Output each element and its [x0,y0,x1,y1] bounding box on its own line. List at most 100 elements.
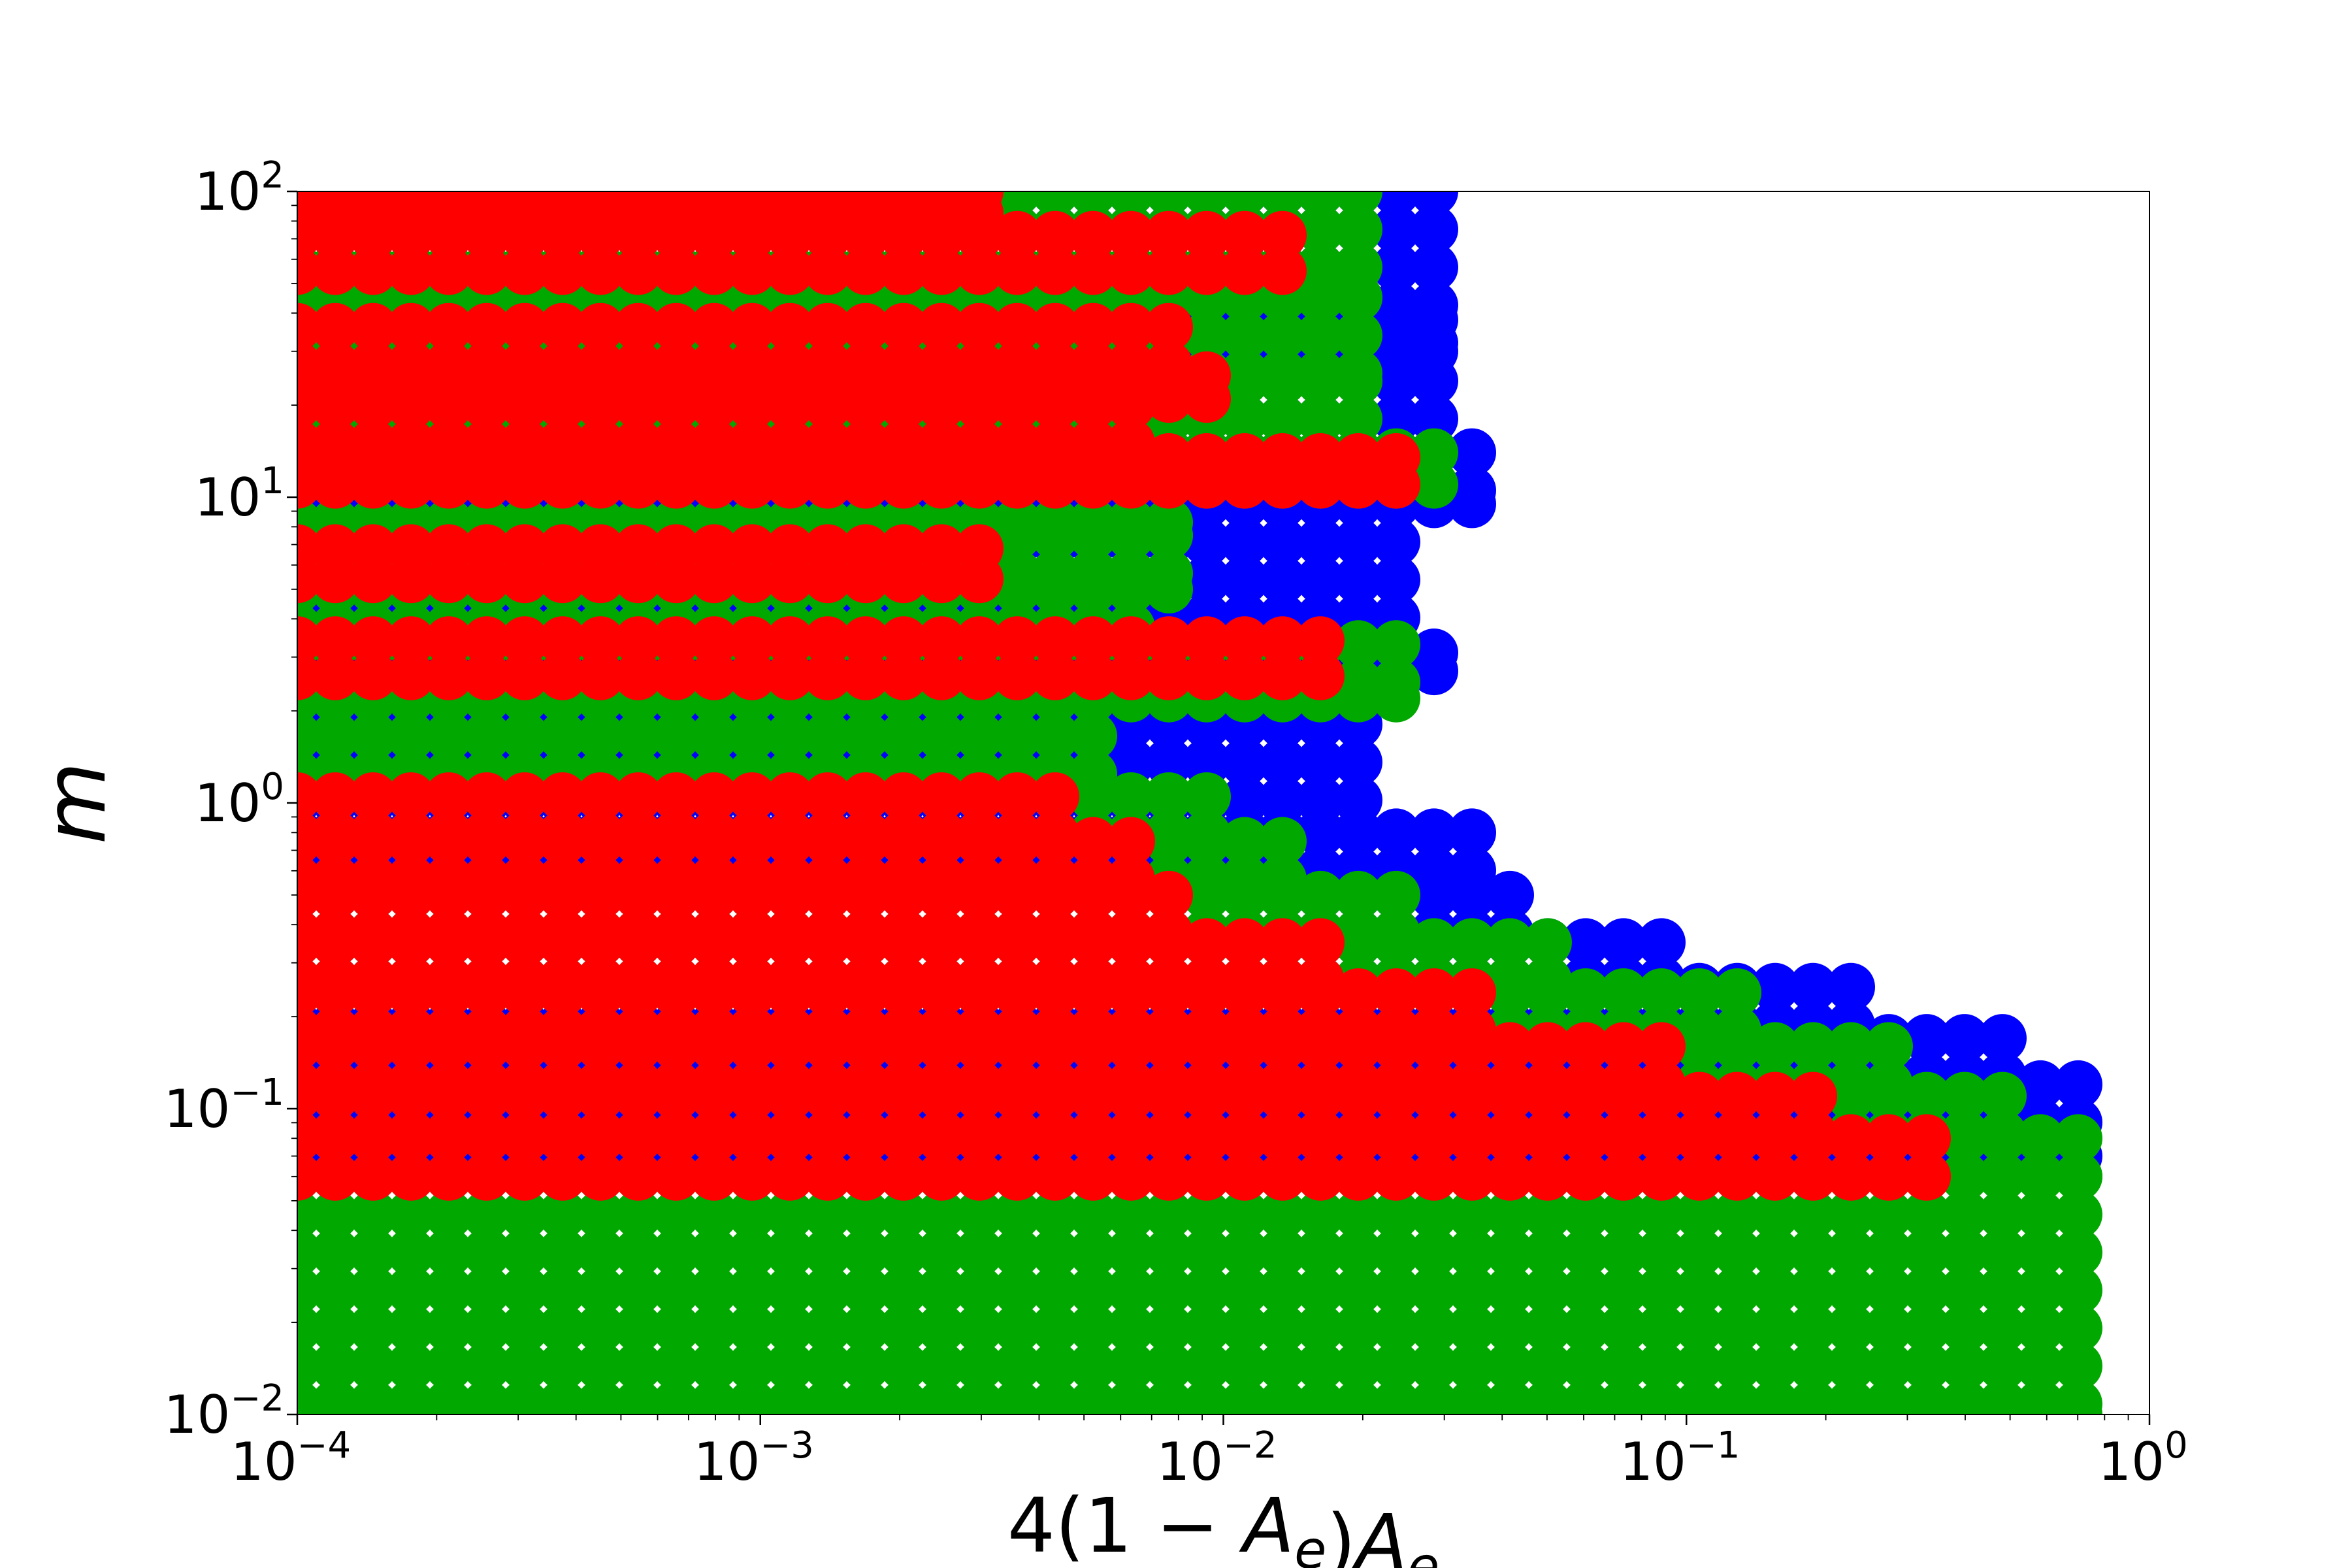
red-point [917,1071,966,1120]
green-point [1637,1190,1686,1239]
red-point [1258,1152,1307,1201]
red-point [766,341,814,390]
green-point [1713,1022,1761,1071]
red-point [804,555,852,604]
green-point [1448,1190,1496,1239]
red-point [841,968,890,1017]
red-point [652,870,700,919]
red-point [500,1152,549,1201]
green-point [1145,1303,1193,1352]
green-point [1372,1341,1420,1390]
red-point [879,1114,928,1163]
green-point [576,1190,625,1239]
red-point [879,772,928,821]
green-point [955,1341,1004,1390]
green-point [500,1266,549,1315]
red-point [1258,651,1307,700]
red-point [311,651,359,700]
red-point [576,651,625,700]
green-point [1183,311,1231,360]
red-point [1069,870,1117,919]
green-point [387,1303,435,1352]
red-point [1334,968,1382,1017]
red-point [1031,302,1079,351]
blue-point [1334,517,1382,566]
red-point [1599,1022,1648,1071]
red-point [614,341,662,390]
red-point [690,419,738,468]
green-point [576,1266,625,1315]
red-point [1107,870,1155,919]
red-point [463,419,511,468]
red-point [311,616,359,665]
green-point [993,1303,1041,1352]
red-point [1751,1071,1799,1120]
red-point [917,419,966,468]
green-point [1599,1190,1648,1239]
red-point [387,817,435,866]
red-point [841,460,890,509]
blue-point [1410,647,1458,696]
red-point [614,302,662,351]
green-point [1827,1228,1875,1277]
red-point [1258,210,1307,259]
red-point [766,1022,814,1071]
red-point [500,419,549,468]
green-point [1183,772,1231,821]
green-point [993,1341,1041,1390]
green-point [1107,1266,1155,1315]
red-point [576,246,625,295]
green-point [917,1228,966,1277]
green-point [1410,1190,1458,1239]
red-point [500,302,549,351]
red-point [349,1152,397,1201]
red-point [1599,1114,1648,1163]
green-point [917,1190,966,1239]
red-point [1069,210,1117,259]
red-point [1258,968,1307,1017]
blue-point [1599,918,1648,967]
green-point [804,1266,852,1315]
green-point [1524,1266,1572,1315]
red-point [1751,1152,1799,1201]
red-point [993,918,1041,967]
red-point [955,555,1004,604]
red-point [1637,1114,1686,1163]
red-point [1789,1114,1837,1163]
blue-point [1903,1014,1951,1063]
green-point [311,1190,359,1239]
green-point [311,1341,359,1390]
red-point [1031,772,1079,821]
red-point [879,1071,928,1120]
red-point [1637,1152,1686,1201]
red-point [614,1152,662,1201]
red-point [917,460,966,509]
red-point [311,1022,359,1071]
green-point [1713,968,1761,1017]
red-point [879,651,928,700]
green-point [1258,1228,1307,1277]
green-point [1637,1228,1686,1277]
red-point [879,968,928,1017]
red-point [652,817,700,866]
green-point [1296,357,1345,406]
green-point [804,1390,852,1414]
red-point [387,374,435,423]
red-point [463,246,511,295]
green-point [463,1303,511,1352]
red-point [1031,374,1079,423]
blue-point [1372,517,1420,566]
red-point [1334,1114,1382,1163]
red-point [1296,616,1345,665]
red-point [841,302,890,351]
green-point [1713,1303,1761,1352]
red-point [1751,1114,1799,1163]
red-point [425,772,473,821]
blue-point [1107,738,1155,787]
red-point [1107,616,1155,665]
green-point [1031,1303,1079,1352]
green-point [538,1190,587,1239]
red-point [387,1114,435,1163]
red-point [879,341,928,390]
green-point [1107,1190,1155,1239]
